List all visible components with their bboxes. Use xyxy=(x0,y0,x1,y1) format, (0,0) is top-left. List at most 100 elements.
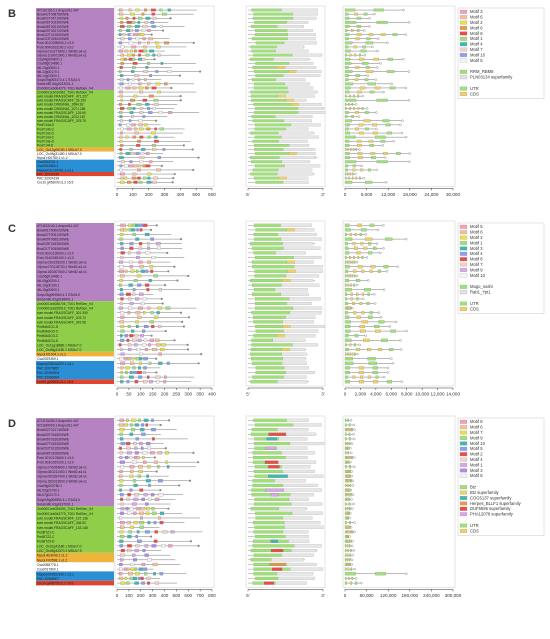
structure-exon xyxy=(344,320,351,324)
legend-swatch xyxy=(459,506,468,511)
motif-box xyxy=(129,246,134,250)
legend-label: Motif 4 xyxy=(470,251,483,256)
gene-label: PAC:32924199 xyxy=(37,176,59,180)
motif-box xyxy=(119,260,123,264)
legend-label: DUF5585 superfamily xyxy=(470,506,511,511)
structure-exon xyxy=(367,347,372,352)
motif-box xyxy=(120,223,123,227)
structure-end-marker xyxy=(360,581,363,585)
structure-exon xyxy=(360,329,366,333)
structure-exon xyxy=(344,283,347,287)
structure-exon xyxy=(390,329,396,333)
motif-box xyxy=(139,160,144,164)
motif-box xyxy=(147,306,151,310)
gene-label: LOC_Os12g09150.1 MSUv7.0 xyxy=(37,148,82,152)
structure-exon xyxy=(349,343,352,347)
axis-tick-label: 2,000 xyxy=(355,392,367,397)
legend-label: Motif 10 xyxy=(470,441,486,446)
motif-box xyxy=(134,127,138,131)
structure-exon xyxy=(344,86,351,90)
domain-box-secondary xyxy=(276,45,304,49)
motif-end-marker xyxy=(154,119,158,122)
motif-box xyxy=(153,539,158,543)
structure-exon xyxy=(344,567,347,571)
gene-label: evm.model.ORIGINAL_2071.265 xyxy=(37,107,86,111)
domain-box-primary xyxy=(255,180,284,184)
motif-box xyxy=(136,228,139,232)
domain-box-primary xyxy=(255,107,299,110)
legend-label: Mago_nashi xyxy=(470,284,493,289)
motif-box xyxy=(119,455,123,460)
gene-label: Potri.009G031100.2 v3.0 xyxy=(37,45,74,49)
motif-box xyxy=(154,139,159,143)
motif-end-marker xyxy=(160,164,163,167)
motif-box xyxy=(152,53,156,57)
motif-box xyxy=(129,301,134,306)
gene-label: evm.model.FRAGSCAFF_436.92 xyxy=(37,521,86,525)
domain-axis: 5' 3' xyxy=(246,387,325,397)
gene-label: BnaC07T0051900WE xyxy=(37,247,70,251)
structure-exon xyxy=(349,507,351,511)
legend-swatch xyxy=(459,58,468,63)
motif-box xyxy=(159,521,164,525)
gene-label: PAC:32979857 xyxy=(37,366,59,370)
domain-box-primary xyxy=(251,338,273,342)
structure-exon xyxy=(349,260,351,264)
motif-box xyxy=(126,567,130,571)
structure-exon xyxy=(344,111,349,114)
structure-exon xyxy=(373,246,377,250)
motif-end-marker xyxy=(153,58,156,61)
motif-end-marker xyxy=(189,540,192,543)
domain-box-extra xyxy=(272,567,283,571)
motif-box xyxy=(142,297,147,301)
structure-end-marker xyxy=(399,339,402,342)
domain-box-primary xyxy=(251,49,276,53)
motif-end-marker xyxy=(187,274,190,277)
domain-box-extra xyxy=(265,446,276,450)
gene-label: LOC_Os01g41180.1 MSUv7.0 xyxy=(37,544,82,548)
motif-box xyxy=(128,223,132,227)
structure-end-marker xyxy=(408,152,411,155)
motif-box xyxy=(129,507,134,511)
structure-exon xyxy=(369,143,374,147)
structure-exon xyxy=(344,53,347,57)
motif-box xyxy=(160,61,164,65)
domain-box-secondary xyxy=(277,380,308,384)
gene-label: Glyma.09G287400.1 Wm82.a4.v1 xyxy=(37,475,87,479)
structure-end-marker xyxy=(353,428,356,431)
domain-box-secondary xyxy=(277,232,317,237)
motif-box xyxy=(157,451,163,455)
gene-label: Sotub.ME.02g0138001.1 xyxy=(37,297,74,301)
structure-exon xyxy=(344,66,349,69)
structure-end-marker xyxy=(353,567,356,571)
motif-box xyxy=(153,274,158,278)
motif-box xyxy=(138,361,143,365)
axis-tick-label: 300 xyxy=(184,392,192,397)
legend-swatch xyxy=(459,529,468,533)
domain-box-primary xyxy=(254,301,287,306)
structure-exon xyxy=(354,246,358,250)
structure-exon xyxy=(344,246,349,250)
structure-end-marker xyxy=(349,488,352,492)
motif-box xyxy=(132,66,136,69)
structure-exon xyxy=(359,86,366,90)
domain-box-primary xyxy=(250,131,279,135)
legend-swatch xyxy=(459,290,468,295)
domain-track-frame xyxy=(245,415,326,588)
legend-swatch xyxy=(459,230,468,235)
motif-box xyxy=(145,164,151,168)
domain-box-secondary xyxy=(289,297,321,301)
gene-label: Csa0029369.1 xyxy=(37,357,59,361)
structure-exon xyxy=(357,143,362,147)
axis-tick-label: 300,000 xyxy=(445,593,462,598)
domain-box-secondary xyxy=(280,223,312,227)
motif-box xyxy=(143,338,148,342)
domain-box-secondary xyxy=(288,497,309,501)
legend-swatch xyxy=(459,490,468,495)
motif-box xyxy=(126,338,130,342)
domain-box-secondary xyxy=(278,437,308,441)
structure-end-marker xyxy=(383,375,386,379)
motif-box xyxy=(119,516,122,520)
motif-box xyxy=(149,320,154,324)
